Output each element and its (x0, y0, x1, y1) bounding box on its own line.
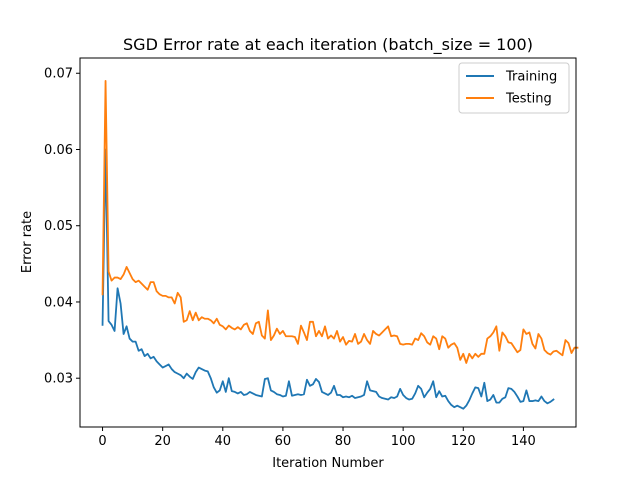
chart-title: SGD Error rate at each iteration (batch_… (123, 35, 533, 55)
legend-label-training: Training (505, 70, 557, 85)
y-tick-label: 0.06 (44, 143, 73, 158)
x-tick-label: 80 (335, 434, 352, 449)
series-line-testing (101, 79, 579, 364)
x-tick-label: 140 (511, 434, 536, 449)
x-axis-label: Iteration Number (272, 456, 384, 471)
y-tick-label: 0.05 (44, 219, 73, 234)
x-tick-label: 40 (215, 434, 232, 449)
x-tick-label: 100 (391, 434, 416, 449)
plot-frame (79, 57, 577, 428)
series-line-training (101, 148, 555, 410)
y-axis-label: Error rate (20, 211, 35, 273)
x-tick-label: 120 (451, 434, 476, 449)
x-tick-label: 0 (98, 434, 106, 449)
legend-label-testing: Testing (505, 92, 552, 107)
x-tick-label: 20 (154, 434, 171, 449)
y-tick-label: 0.03 (44, 372, 73, 387)
legend: Training Testing (458, 62, 570, 114)
y-tick-label: 0.04 (44, 295, 73, 310)
y-tick-label: 0.07 (44, 67, 73, 82)
x-tick-label: 60 (275, 434, 292, 449)
